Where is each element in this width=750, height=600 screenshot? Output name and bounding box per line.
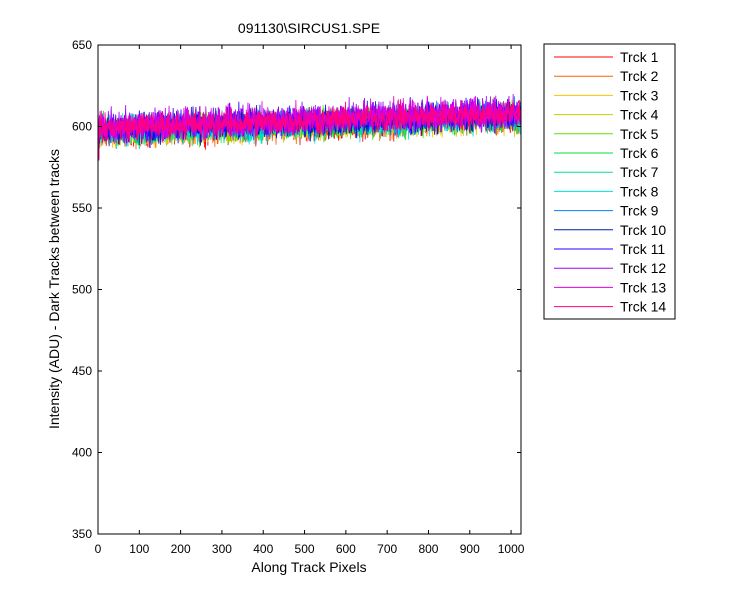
- x-tick-label: 700: [377, 542, 397, 556]
- x-tick-label: 200: [171, 542, 191, 556]
- legend-label: Trck 1: [620, 49, 659, 65]
- x-axis-label: Along Track Pixels: [251, 559, 366, 575]
- legend-label: Trck 7: [620, 164, 659, 180]
- legend-label: Trck 8: [620, 183, 659, 199]
- y-tick-label: 500: [72, 283, 92, 297]
- legend-label: Trck 4: [620, 107, 659, 123]
- legend-label: Trck 3: [620, 87, 659, 103]
- legend-label: Trck 9: [620, 203, 659, 219]
- x-tick-label: 500: [295, 542, 315, 556]
- legend-label: Trck 10: [620, 222, 666, 238]
- x-axis: 0 100 200 300 400 500 600 700 800 900 1000: [95, 45, 525, 556]
- series-layer: [98, 94, 521, 161]
- x-tick-label: 900: [460, 542, 480, 556]
- y-tick-label: 400: [72, 446, 92, 460]
- chart-title: 091130\SIRCUS1.SPE: [238, 20, 380, 36]
- x-tick-label: 1000: [498, 542, 525, 556]
- legend-label: Trck 12: [620, 260, 666, 276]
- y-tick-label: 600: [72, 120, 92, 134]
- y-axis: 350 400 450 500 550 600 650: [72, 38, 521, 541]
- legend-label: Trck 5: [620, 126, 659, 142]
- legend-label: Trck 6: [620, 145, 659, 161]
- x-tick-label: 300: [212, 542, 232, 556]
- y-tick-label: 350: [72, 527, 92, 541]
- legend-label: Trck 13: [620, 279, 666, 295]
- legend-label: Trck 2: [620, 68, 659, 84]
- legend-label: Trck 14: [620, 299, 666, 315]
- x-tick-label: 600: [336, 542, 356, 556]
- x-tick-label: 100: [129, 542, 149, 556]
- x-tick-label: 400: [253, 542, 273, 556]
- y-axis-label: Intensity (ADU) - Dark Tracks between tr…: [46, 149, 62, 429]
- y-tick-label: 550: [72, 201, 92, 215]
- x-tick-label: 800: [418, 542, 438, 556]
- legend-label: Trck 11: [620, 241, 665, 257]
- legend-box: [543, 43, 676, 320]
- series-line-trck-14: [98, 99, 521, 161]
- legend: Trck 1 Trck 2 Trck 3 Trck 4 Trck 5 Trck 6 Trck…: [543, 43, 676, 320]
- x-tick-label: 0: [95, 542, 102, 556]
- y-tick-label: 650: [72, 38, 92, 52]
- y-tick-label: 450: [72, 364, 92, 378]
